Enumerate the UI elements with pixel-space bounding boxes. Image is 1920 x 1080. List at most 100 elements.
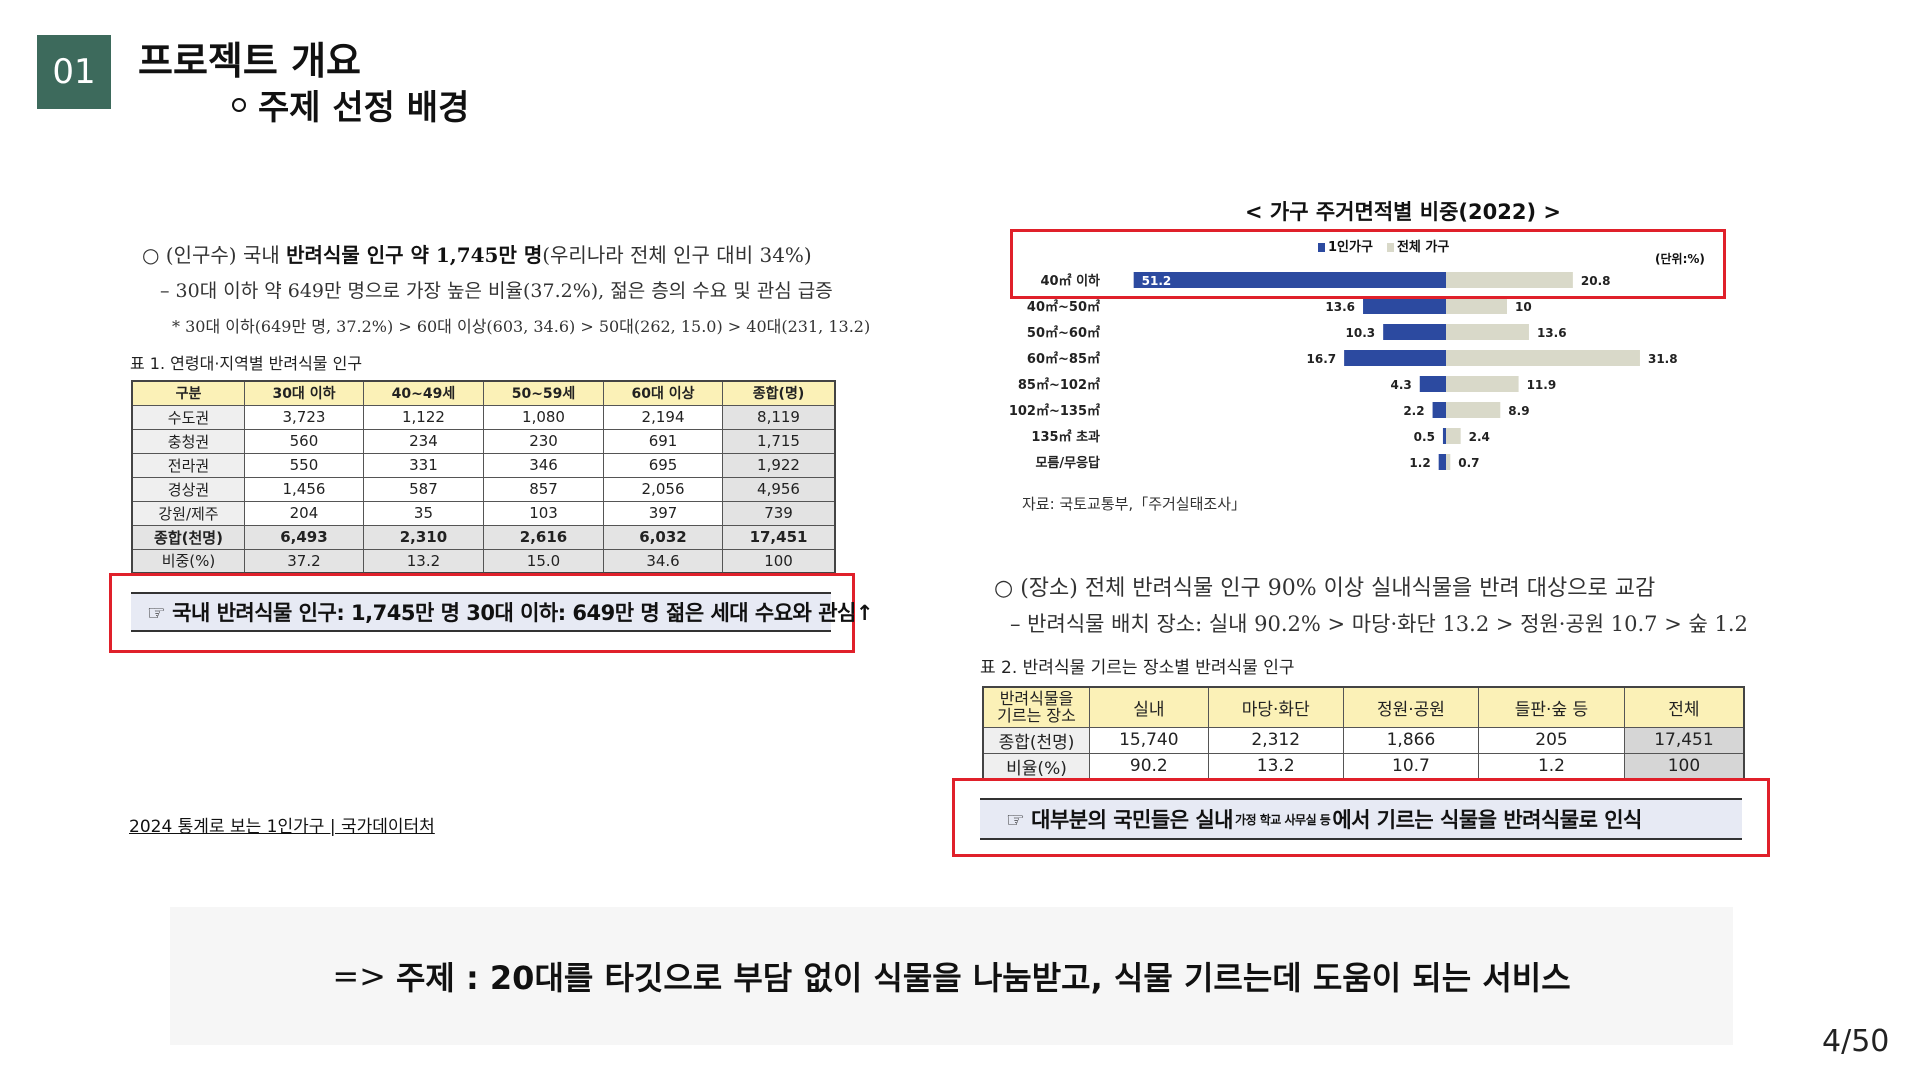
place-paragraph: ○ (장소) 전체 반려식물 인구 90% 이상 실내식물을 반려 대상으로 교… (994, 576, 1656, 601)
table-cell: 234 (362, 428, 484, 454)
table-header: 60대 이상 (603, 380, 724, 406)
table-cell: 331 (362, 452, 484, 478)
table-cell: 17,451 (1623, 726, 1745, 754)
table-header: 40~49세 (362, 380, 484, 406)
table-cell: 1,122 (362, 404, 484, 430)
conclusion-box: => 주제 : 20대를 타깃으로 부담 없이 식물을 나눔받고, 식물 기르는… (170, 907, 1733, 1045)
data-label-single: 2.2 (1403, 404, 1424, 418)
table-header: 실내 (1089, 686, 1209, 728)
bar-all-households (1446, 454, 1451, 470)
table2-caption: 표 2. 반려식물 기르는 장소별 반려식물 인구 (980, 658, 1295, 678)
table-header: 구분 (131, 380, 245, 406)
bar-single-household (1419, 376, 1446, 392)
data-label-total: 0.7 (1458, 456, 1479, 470)
table-header: 50~59세 (482, 380, 605, 406)
legend-item-total: 전체 가구 (1386, 236, 1450, 255)
table-row: 비중(%) 37.2 13.2 15.0 34.6 100 (131, 548, 836, 574)
category-label: 60㎡~85㎡ (1027, 351, 1100, 367)
table-row: 충청권 560 234 230 691 1,715 (131, 428, 836, 454)
chart-legend: 1인가구 전체 가구 (1318, 236, 1449, 255)
legend-label: 1인가구 (1328, 240, 1373, 255)
table-cell: 34.6 (603, 548, 724, 574)
banner-prefix: ☞ 대부분의 국민들은 실내 (1006, 808, 1233, 832)
table-cell: 1,456 (243, 476, 364, 502)
table-cell: 2,194 (603, 404, 724, 430)
bar-single-household (1438, 454, 1446, 470)
para1-suffix: (우리나라 전체 인구 대비 34%) (542, 243, 812, 267)
bullet-circle-icon (232, 97, 246, 112)
table-row: 경상권 1,456 587 857 2,056 4,956 (131, 476, 836, 502)
table-row: 전라권 550 331 346 695 1,922 (131, 452, 836, 478)
table-cell: 695 (603, 452, 724, 478)
bar-all-households (1446, 402, 1501, 418)
data-label-total: 11.9 (1527, 378, 1557, 392)
table-cell: 1,080 (482, 404, 605, 430)
category-label: 50㎡~60㎡ (1027, 325, 1100, 341)
conclusion-text: 주제 : 20대를 타깃으로 부담 없이 식물을 나눔받고, 식물 기르는데 도… (395, 959, 1571, 997)
table-header: 전체 (1623, 686, 1745, 728)
chart-title: < 가구 주거면적별 비중(2022) > (1245, 200, 1561, 224)
bar-single-household (1432, 402, 1446, 418)
conclusion-arrow: => (332, 957, 386, 995)
table-cell: 100 (722, 548, 836, 574)
row-label-cell: 충청권 (131, 428, 245, 454)
category-label: 85㎡~102㎡ (1018, 377, 1100, 393)
table-cell: 2,616 (482, 524, 605, 550)
table-cell: 6,493 (243, 524, 364, 550)
table-cell: 691 (603, 428, 724, 454)
table-cell: 739 (722, 500, 836, 526)
row-label-cell: 전라권 (131, 452, 245, 478)
page-number: 4/50 (1822, 1024, 1890, 1059)
bar-all-households (1446, 324, 1529, 340)
table-cell: 10.7 (1342, 752, 1480, 780)
legend-swatch-icon (1318, 243, 1325, 252)
page-title: 프로젝트 개요 (138, 39, 361, 83)
table-cell: 857 (482, 476, 605, 502)
table-row: 종합(천명) 15,740 2,312 1,866 205 17,451 (982, 726, 1745, 754)
data-label-single: 1.2 (1409, 456, 1430, 470)
row-label-cell: 수도권 (131, 404, 245, 430)
chart-source: 자료: 국토교통부,「주거실태조사」 (1022, 495, 1246, 513)
data-label-total: 10 (1515, 300, 1532, 314)
bar-all-households (1446, 350, 1640, 366)
highlight-box-left (109, 573, 855, 653)
summary-banner-left: ☞ 국내 반려식물 인구: 1,745만 명 30대 이하: 649만 명 젊은… (131, 592, 873, 632)
legend-label: 전체 가구 (1396, 240, 1450, 255)
data-label-total: 13.6 (1537, 326, 1567, 340)
legend-swatch-icon (1386, 243, 1394, 252)
place-detail-paragraph: – 반려식물 배치 장소: 실내 90.2% > 마당·화단 13.2 > 정원… (1010, 612, 1748, 636)
row-label-cell: 비중(%) (131, 548, 245, 574)
category-label: 102㎡~135㎡ (1009, 403, 1100, 419)
table-cell: 100 (1623, 752, 1745, 780)
table-cell: 587 (362, 476, 484, 502)
table-cell: 8,119 (722, 404, 836, 430)
para1-bold: 반려식물 인구 약 1,745만 명 (286, 243, 543, 267)
page-subtitle: 주제 선정 배경 (232, 80, 469, 129)
chart-unit: (단위:%) (1655, 252, 1705, 266)
data-label-single: 0.5 (1414, 430, 1435, 444)
place-table: 반려식물을 기르는 장소 실내 마당·화단 정원·공원 들판·숲 등 전체 종합(… (982, 686, 1745, 781)
table-cell: 346 (482, 452, 605, 478)
data-label-single: 16.7 (1307, 352, 1337, 366)
table-row: 강원/제주 204 35 103 397 739 (131, 500, 836, 526)
row-label-cell: 비율(%) (982, 752, 1091, 780)
banner-superscript: 가정 학교 사무실 등 (1234, 812, 1331, 827)
category-label: 모름/무응답 (1035, 456, 1100, 471)
data-label-single: 4.3 (1391, 378, 1412, 392)
data-label-total: 8.9 (1508, 404, 1529, 418)
table-cell: 35 (362, 500, 484, 526)
table-cell: 205 (1478, 726, 1625, 754)
table-cell: 230 (482, 428, 605, 454)
table1-caption: 표 1. 연령대·지역별 반려식물 인구 (130, 354, 363, 373)
table-header: 30대 이하 (243, 380, 364, 406)
source-link[interactable]: 2024 통계로 보는 1인가구 | 국가데이터처 (129, 817, 435, 837)
highlight-box-right (952, 778, 1770, 857)
para1-prefix: ○ (인구수) 국내 (142, 243, 287, 267)
data-label-total: 2.4 (1469, 430, 1490, 444)
bar-all-households (1446, 298, 1507, 314)
header-line: 반려식물을 (999, 689, 1074, 709)
table-header: 종합(명) (722, 380, 836, 406)
summary-banner-right: ☞ 대부분의 국민들은 실내 가정 학교 사무실 등 에서 기르는 식물을 반려식물… (980, 798, 1742, 840)
table-cell: 397 (603, 500, 724, 526)
row-label-cell: 종합(천명) (982, 726, 1091, 754)
